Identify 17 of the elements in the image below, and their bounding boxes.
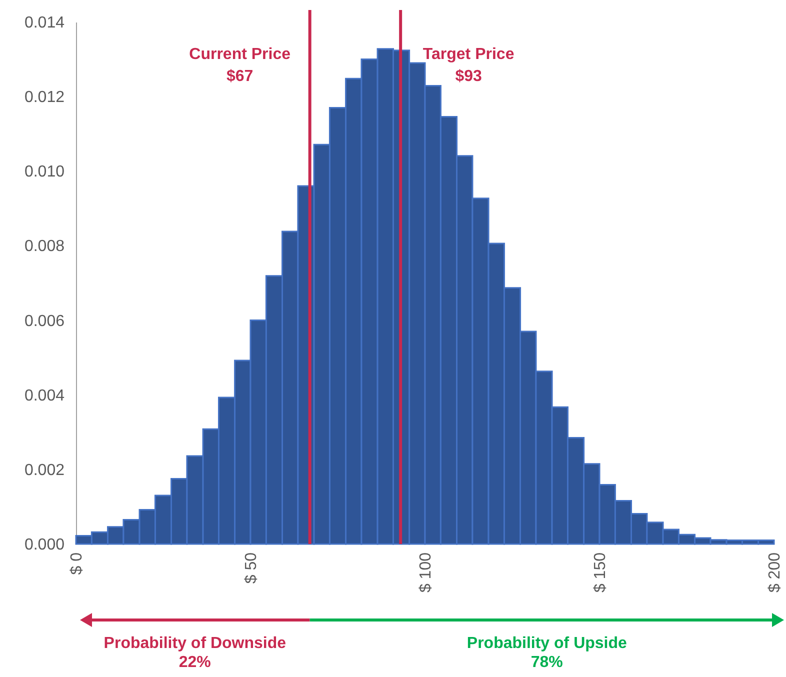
ref-line-label: Current Price $67: [189, 46, 291, 85]
x-tick-label: $ 100: [418, 552, 434, 593]
x-tick-label: $ 200: [766, 552, 784, 593]
x-tick-label: $ 50: [243, 552, 260, 584]
y-tick-label: 0.004: [24, 387, 65, 404]
y-tick-label: 0.002: [24, 462, 65, 479]
y-tick-label: 0.010: [24, 164, 65, 181]
y-tick-label: 0.012: [24, 89, 65, 106]
text: Probability of Downside 22%: [104, 634, 286, 672]
y-tick-label: 0.006: [24, 312, 65, 330]
y-tick-label: 0.014: [24, 14, 65, 32]
x-tick-label: $ 150: [592, 552, 609, 593]
ref-line-label: Target Price $93: [422, 46, 514, 85]
x-tick-label: $ 0: [68, 552, 86, 575]
y-tick-label: 0.000: [24, 536, 65, 554]
y-tick-label: 0.008: [24, 238, 65, 256]
text: Probability of Upside 78%: [466, 634, 627, 672]
